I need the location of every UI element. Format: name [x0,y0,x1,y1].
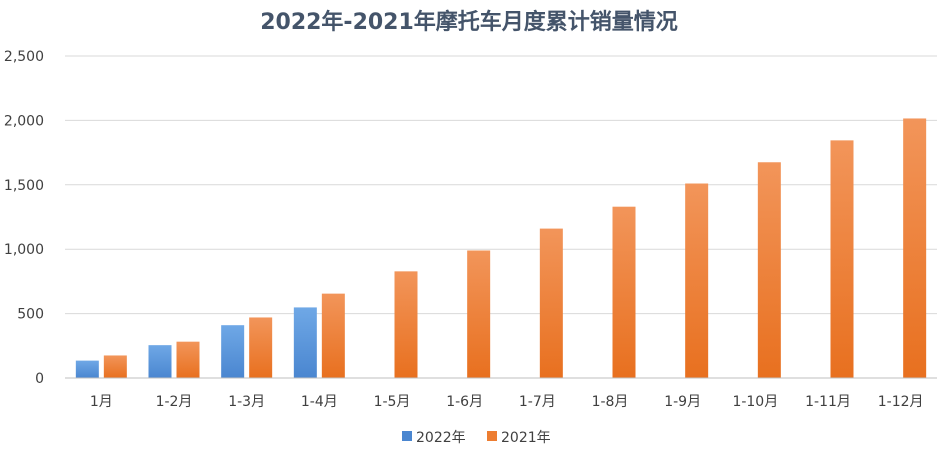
bar-series-2022 [221,325,245,378]
x-tick-label: 1月 [90,394,113,410]
y-tick-label: 1,000 [4,242,44,258]
bar-series-2021 [757,162,781,378]
bar-series-2021 [685,183,709,378]
y-tick-label: 1,500 [4,178,44,194]
grid-lines [65,55,937,315]
bar-series-2022 [75,360,99,378]
x-tick-label: 1-3月 [228,394,265,410]
legend: 2022年 2021年 [402,430,551,446]
bar-series-2021 [830,140,854,378]
bar-series-2021 [176,341,200,378]
legend-label: 2022年 [416,430,466,446]
bar-series-2021 [249,317,273,378]
y-tick-label: 2,000 [4,113,44,129]
bars [75,118,927,378]
bar-series-2021 [321,293,345,378]
legend-swatch [487,431,497,441]
x-tick-label: 1-7月 [519,394,556,410]
bar-series-2021 [103,355,127,378]
legend-swatch [402,431,412,441]
x-tick-label: 1-2月 [156,394,193,410]
y-tick-label: 500 [17,307,44,323]
x-tick-label: 1-5月 [374,394,411,410]
x-tick-label: 1-10月 [732,394,778,410]
x-axis-ticks: 1月 1-2月 1-3月 1-4月 1-5月 1-6月 1-7月 1-8月 1-9月 1-10月 1… [90,394,924,410]
bar-series-2021 [467,250,491,378]
y-tick-label: 0 [35,371,44,387]
x-tick-label: 1-6月 [446,394,483,410]
bar-series-2021 [612,206,636,378]
bar-series-2021 [903,118,927,378]
legend-label: 2021年 [501,430,551,446]
x-tick-label: 1-4月 [301,394,338,410]
bar-series-2021 [539,228,563,378]
x-tick-label: 1-11月 [805,394,851,410]
y-tick-label: 2,500 [4,49,44,65]
y-axis-ticks: 0 500 1,000 1,500 2,000 2,500 [4,49,44,387]
chart-title: 2022年-2021年摩托车月度累计销量情况 [260,10,678,35]
x-tick-label: 1-8月 [592,394,629,410]
x-tick-label: 1-12月 [878,394,924,410]
bar-series-2022 [293,307,317,378]
bar-series-2022 [148,345,172,378]
x-tick-label: 1-9月 [664,394,701,410]
bar-series-2021 [394,271,418,378]
